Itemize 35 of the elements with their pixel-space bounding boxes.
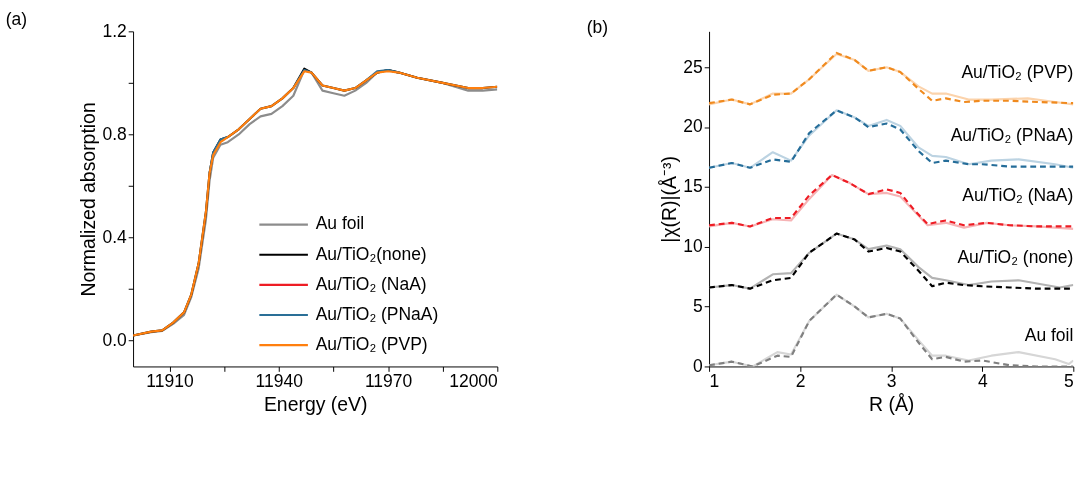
x-axis-title: Energy (eV) [263,392,368,415]
legend-label: Au/TiO₂ (PNaA) [315,303,439,324]
y-axis-title: |χ(R)|(Å⁻³) [657,156,680,243]
x-axis-title: R (Å) [869,392,915,415]
legend-label: Au/TiO₂(none) [315,243,427,264]
y-tick-label: 20 [683,116,704,137]
y-tick-label: 5 [693,295,703,316]
chart-title: (b) [586,17,609,38]
x-tick-label: 5 [1064,371,1074,392]
x-tick-label: 11970 [364,371,413,392]
y-tick-label: 0.0 [102,330,128,351]
x-tick-label: 3 [886,371,897,392]
y-tick-label: 0.8 [102,123,127,144]
series-label: Au/TiO₂ (NaA) [962,185,1074,206]
series-label: Au/TiO₂ (none) [957,247,1074,268]
y-axis-title: Normalized absorption [76,102,99,297]
x-tick-label: 11910 [146,371,194,392]
y-tick-label: 1.2 [102,20,127,41]
y-tick-label: 15 [683,176,703,197]
series-label: Au foil [1024,325,1074,346]
series-label: Au/TiO₂ (PNaA) [950,125,1074,146]
x-tick-label: 11940 [255,371,304,392]
legend-label: Au/TiO₂ (NaA) [315,273,427,294]
y-tick-label: 0.4 [102,226,128,247]
legend-label: Au/TiO₂ (PVP) [315,333,428,354]
y-tick-label: 0 [693,355,704,376]
x-tick-label: 12000 [449,371,499,392]
y-tick-label: 10 [683,236,704,257]
x-tick-label: 4 [977,371,988,392]
x-tick-label: 2 [795,371,806,392]
chart-title: (a) [5,8,28,29]
series-label: Au/TiO₂ (PVP) [961,61,1074,82]
x-tick-label: 1 [709,371,720,392]
legend-label: Au foil [315,213,365,234]
y-tick-label: 25 [683,56,703,77]
